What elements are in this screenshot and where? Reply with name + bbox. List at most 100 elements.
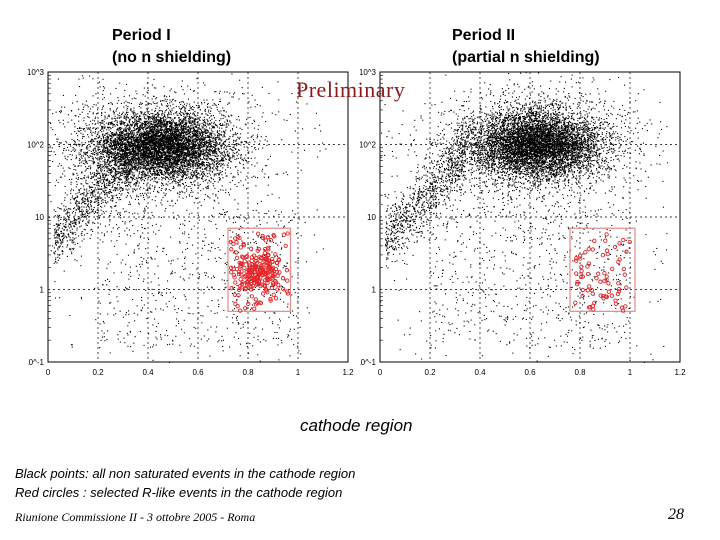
- data-point: [120, 164, 122, 166]
- data-point: [169, 183, 171, 185]
- data-point: [103, 173, 105, 175]
- data-point: [221, 171, 223, 173]
- data-point: [180, 150, 182, 152]
- data-point: [168, 149, 170, 151]
- data-point: [205, 158, 207, 160]
- data-point: [233, 156, 235, 158]
- data-point: [146, 164, 148, 166]
- data-point: [117, 154, 119, 156]
- data-point: [197, 127, 199, 129]
- data-point: [171, 134, 173, 136]
- data-point: [142, 140, 144, 142]
- data-point: [161, 172, 163, 174]
- data-point: [81, 142, 83, 144]
- data-point: [200, 137, 202, 139]
- data-point: [164, 136, 166, 138]
- data-point: [187, 151, 189, 153]
- data-point: [151, 158, 153, 160]
- data-point: [222, 158, 224, 160]
- data-point: [222, 136, 224, 138]
- data-point: [188, 163, 190, 165]
- data-point: [193, 118, 195, 120]
- data-point: [232, 129, 234, 131]
- data-point: [125, 130, 127, 132]
- data-point: [151, 109, 153, 111]
- data-point: [169, 128, 171, 130]
- data-point: [138, 129, 140, 131]
- data-point: [135, 154, 137, 156]
- data-point: [113, 154, 115, 156]
- data-point: [135, 166, 137, 168]
- data-point: [145, 164, 147, 166]
- data-point: [165, 130, 167, 132]
- data-point: [191, 171, 193, 173]
- y-tick-label: 10^2: [28, 141, 45, 150]
- data-point: [163, 116, 165, 118]
- data-point: [172, 148, 174, 150]
- data-point: [165, 157, 167, 159]
- data-point: [181, 149, 183, 151]
- data-point: [172, 163, 174, 165]
- data-point: [97, 159, 99, 161]
- data-point: [149, 127, 151, 129]
- data-point: [122, 123, 124, 125]
- data-point: [165, 177, 167, 179]
- data-point: [195, 150, 197, 152]
- data-point: [157, 153, 159, 155]
- data-point: [152, 136, 154, 138]
- data-point: [163, 152, 165, 154]
- data-point: [186, 141, 188, 143]
- data-point: [120, 146, 122, 148]
- data-point: [145, 144, 147, 146]
- data-point: [185, 173, 187, 175]
- data-point: [129, 149, 131, 151]
- data-point: [146, 136, 148, 138]
- data-point: [144, 121, 146, 123]
- data-point: [153, 119, 155, 121]
- data-point: [184, 135, 186, 137]
- data-point: [174, 160, 176, 162]
- period-2-title: Period II (partial n shielding): [452, 25, 600, 69]
- data-point: [195, 171, 197, 173]
- data-point: [145, 152, 147, 154]
- data-point: [178, 145, 180, 147]
- data-point: [121, 121, 123, 123]
- data-point: [176, 152, 178, 154]
- data-point: [223, 150, 225, 152]
- data-point: [118, 115, 120, 117]
- data-point: [187, 133, 189, 135]
- data-point: [127, 134, 129, 136]
- data-point: [132, 147, 134, 149]
- data-point: [96, 173, 98, 175]
- data-point: [214, 200, 216, 202]
- data-point: [139, 146, 141, 148]
- data-point: [132, 150, 134, 152]
- data-point: [204, 158, 206, 160]
- data-point: [173, 132, 175, 134]
- data-point: [113, 135, 115, 137]
- data-point: [172, 160, 174, 162]
- data-point: [120, 148, 122, 150]
- data-point: [170, 155, 172, 157]
- data-point: [148, 138, 150, 140]
- data-point: [104, 159, 106, 161]
- data-point: [181, 139, 183, 141]
- data-point: [156, 177, 158, 179]
- data-point: [206, 164, 208, 166]
- data-point: [193, 152, 195, 154]
- data-point: [153, 149, 155, 151]
- data-point: [153, 148, 155, 150]
- data-point: [149, 116, 151, 118]
- data-point: [130, 138, 132, 140]
- data-point: [95, 138, 97, 140]
- data-point: [149, 136, 151, 138]
- data-point: [153, 116, 155, 118]
- data-point: [217, 157, 219, 159]
- data-point: [150, 162, 152, 164]
- data-point: [234, 147, 236, 149]
- data-point: [174, 117, 176, 119]
- data-point: [141, 176, 143, 178]
- data-point: [163, 146, 165, 148]
- data-point: [229, 157, 231, 159]
- data-point: [101, 151, 103, 153]
